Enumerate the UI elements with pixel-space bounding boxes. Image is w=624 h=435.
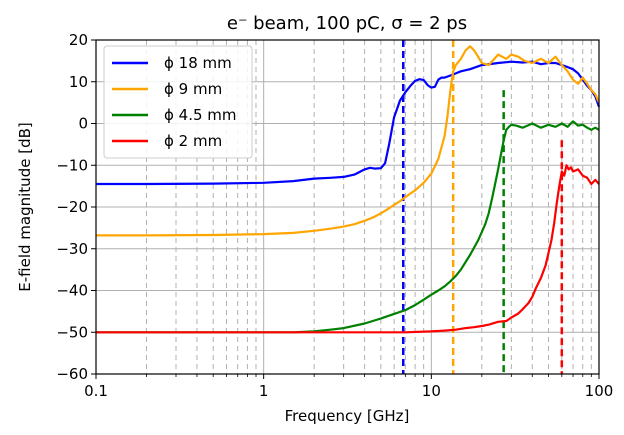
y-tick-label: −50 <box>56 323 88 341</box>
x-tick-label: 100 <box>585 382 614 400</box>
series-line <box>96 120 600 334</box>
y-tick-label: −20 <box>56 198 88 216</box>
x-tick-label: 0.1 <box>84 382 108 400</box>
y-tick-label: −30 <box>56 240 88 258</box>
x-axis-title: Frequency [GHz] <box>285 407 410 425</box>
legend-label: ϕ 4.5 mm <box>164 106 237 124</box>
y-tick-label: 20 <box>69 31 88 49</box>
series-lines <box>96 45 601 334</box>
legend: ϕ 18 mm ϕ 9 mm ϕ 4.5 mm ϕ 2 mm <box>103 45 253 159</box>
x-tick-label: 1 <box>259 382 269 400</box>
y-tick-label: −60 <box>56 365 88 383</box>
legend-label: ϕ 18 mm <box>164 54 232 72</box>
legend-label: ϕ 9 mm <box>164 80 222 98</box>
ticks: −60 −50 −40 −30 −20 −10 0 10 20 0.1 1 10 100 <box>56 31 613 400</box>
y-axis-title: E-field magnitude [dB] <box>16 122 34 291</box>
series-line <box>96 164 600 334</box>
y-tick-label: −40 <box>56 282 88 300</box>
y-tick-label: 10 <box>69 73 88 91</box>
y-tick-label: −10 <box>56 156 88 174</box>
legend-label: ϕ 2 mm <box>164 132 222 150</box>
y-tick-label: 0 <box>78 115 88 133</box>
legend-box <box>103 45 253 159</box>
series-line <box>96 45 601 237</box>
chart-title: e⁻ beam, 100 pC, σ = 2 ps <box>227 13 467 34</box>
x-tick-label: 10 <box>422 382 441 400</box>
